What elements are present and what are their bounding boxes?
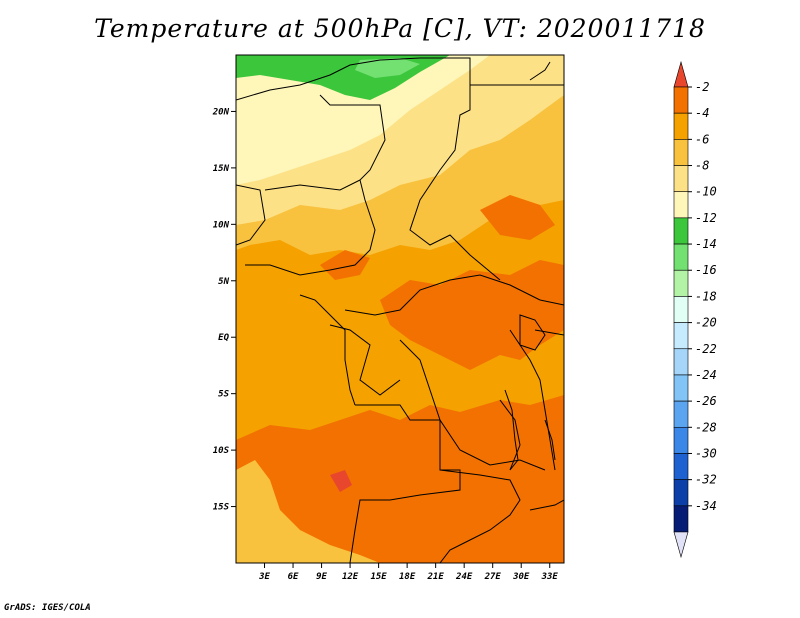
lake-outline: [519, 314, 546, 351]
colorbar-swatch: [673, 139, 689, 166]
border-line: [245, 94, 386, 276]
colorbar-label: -34: [695, 499, 717, 513]
border-line: [539, 299, 564, 306]
temp-region-hotspot: [330, 470, 352, 492]
border-line: [264, 179, 361, 191]
border-line: [499, 399, 521, 471]
colorbar-label: -16: [695, 263, 717, 277]
border-line: [529, 499, 564, 511]
lon-tick-label: 15E: [370, 572, 387, 582]
temp-region-minus2-minus4-west: [320, 250, 370, 280]
colorbar-label: -12: [695, 211, 717, 225]
colorbar-label: -14: [695, 237, 717, 251]
border-line: [236, 57, 501, 281]
coastline: [529, 61, 551, 81]
grads-credit: GrADS: IGES/COLA: [4, 603, 91, 613]
lon-tick-label: 12E: [342, 572, 359, 582]
colorbar-swatch: [673, 505, 689, 533]
colorbar-swatch: [673, 322, 689, 350]
colorbar-label: -26: [695, 394, 717, 408]
temp-region-minus10-minus12: [236, 55, 490, 185]
lat-tick-label: 5N: [218, 277, 229, 287]
lat-tick-label: EQ: [218, 333, 229, 343]
lon-tick-label: 27E: [484, 572, 502, 582]
colorbar-label: -6: [695, 132, 709, 146]
lon-tick-label: 18E: [399, 572, 416, 582]
colorbar-label: -22: [695, 342, 717, 356]
lat-tick-label: 5S: [218, 390, 229, 400]
temperature-field: [236, 55, 564, 563]
colorbar-label: -18: [695, 289, 717, 303]
temp-region-minus2-minus4-south: [236, 395, 564, 563]
colorbar-label: -8: [695, 159, 709, 173]
lon-tick-label: 24E: [455, 572, 473, 582]
border-line: [534, 329, 564, 336]
colorbar-swatch: [673, 243, 689, 271]
colorbar-swatch: [673, 112, 689, 140]
colorbar-over-triangle: [673, 60, 689, 88]
colorbar-label: -10: [695, 185, 717, 199]
lake-outline: [544, 419, 556, 461]
colorbar-swatch: [673, 374, 689, 402]
temp-region-minus6-minus8-southwest: [236, 460, 380, 563]
colorbar-swatch: [673, 165, 689, 193]
country-borders: [236, 57, 564, 563]
border-line: [236, 184, 266, 246]
lon-tick-label: 21E: [427, 572, 445, 582]
colorbar-swatch: [673, 479, 689, 507]
colorbar-label: -28: [695, 420, 717, 434]
border-line: [344, 274, 541, 316]
colorbar-label: -32: [695, 473, 717, 487]
border-line: [329, 324, 401, 396]
colorbar-label: -30: [695, 446, 717, 460]
colorbar-swatch: [673, 269, 689, 297]
colorbar-label: -4: [695, 106, 709, 120]
colorbar-swatch: [673, 296, 689, 323]
lon-tick-label: 6E: [288, 572, 299, 582]
colorbar-swatch: [673, 86, 689, 114]
colorbar-label: -2: [695, 80, 709, 94]
colorbar-swatch: [673, 191, 689, 219]
map-frame: [235, 54, 565, 564]
border-line: [399, 339, 546, 471]
border-line: [349, 404, 461, 563]
colorbar-swatch: [673, 426, 689, 454]
lat-tick-label: 10S: [213, 446, 230, 456]
colorbar: -2 -4 -6 -8 -10 -12 -14 -16 -18 -20 -22 -24 -26 -28 -3…: [673, 60, 717, 559]
lake-outline: [504, 389, 519, 471]
colorbar-swatch: [673, 217, 689, 245]
colorbar-label: -20: [695, 316, 717, 330]
axis-ticks: 3E 6E 9E 12E 15E 18E 21E 24E 27E 30E 33E 20N 15N 10N 5…: [212, 107, 559, 582]
temp-region-minus14: [355, 58, 420, 78]
colorbar-swatch: [673, 400, 689, 428]
lon-tick-label: 3E: [258, 572, 270, 582]
lat-tick-label: 20N: [212, 107, 230, 117]
lat-tick-label: 15N: [213, 164, 230, 174]
map-title: Temperature at 500hPa [C], VT: 202001171…: [94, 14, 706, 43]
lat-tick-label: 15S: [213, 503, 230, 513]
colorbar-label: -24: [695, 368, 717, 382]
border-line: [439, 469, 521, 563]
temp-region-minus2-minus4-northeast: [480, 195, 555, 240]
lon-tick-label: 30E: [512, 572, 530, 582]
lat-tick-label: 10N: [213, 220, 230, 230]
colorbar-swatch: [673, 453, 689, 480]
coastline: [299, 294, 356, 406]
lon-tick-label: 9E: [316, 572, 327, 582]
lon-tick-label: 33E: [541, 572, 559, 582]
colorbar-swatch: [673, 348, 689, 376]
colorbar-under-triangle: [673, 531, 689, 559]
